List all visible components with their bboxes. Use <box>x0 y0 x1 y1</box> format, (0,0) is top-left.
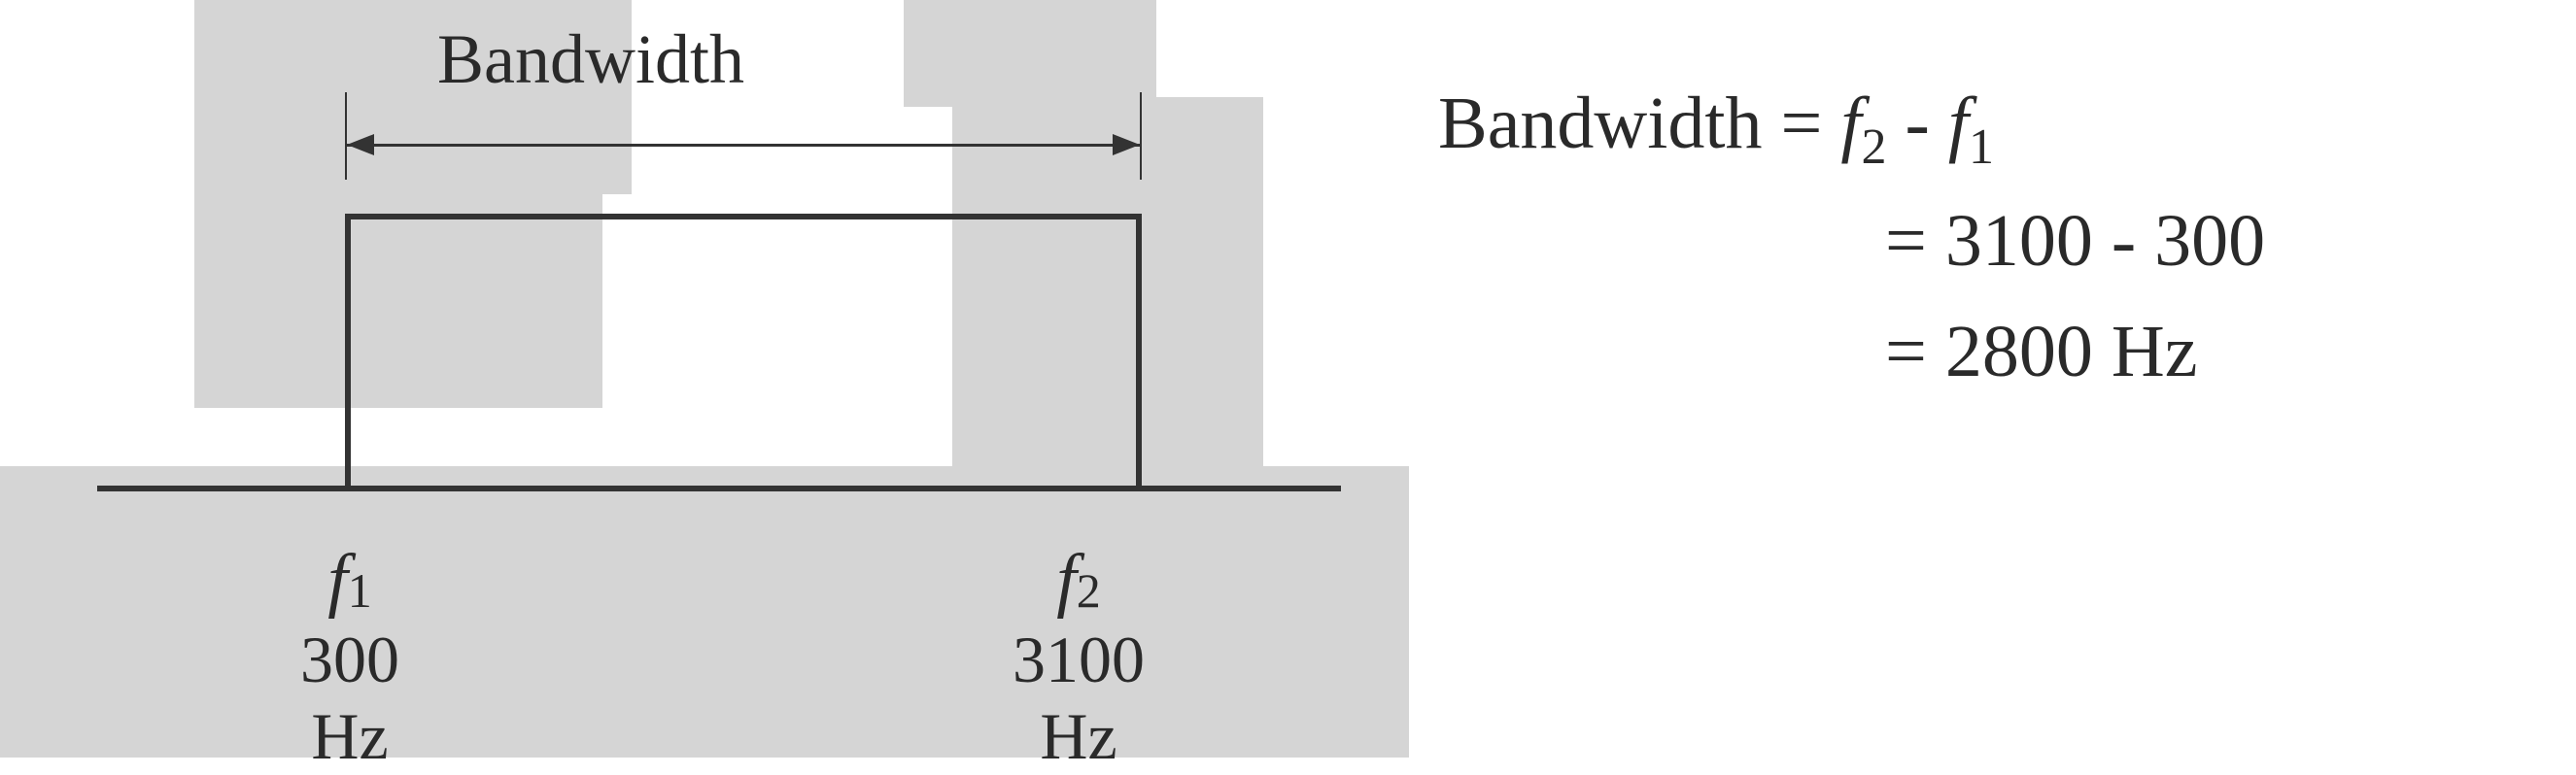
eq-f2-sub: 2 <box>1862 119 1887 175</box>
equation-line-2: = 3100 - 300 <box>1438 185 2576 296</box>
bandwidth-diagram: Bandwidth f1 300 Hz f2 3100 Hz <box>0 0 1409 761</box>
f1-label: f1 300 Hz <box>262 539 437 775</box>
f2-symbol: f <box>1056 540 1077 620</box>
eq-f1-sub: 1 <box>1969 119 1994 175</box>
dimension-line <box>345 126 1142 165</box>
f2-subscript: 2 <box>1077 563 1101 618</box>
f1-symbol: f <box>327 540 348 620</box>
f1-value: 300 Hz <box>262 622 437 775</box>
f2-label: f2 3100 Hz <box>972 539 1185 775</box>
equation-line-3: = 2800 Hz <box>1438 296 2576 407</box>
eq-minus: - <box>1887 83 1948 164</box>
bandwidth-title: Bandwidth <box>437 19 744 100</box>
eq-lhs: Bandwidth <box>1438 83 1763 164</box>
eq-equals: = <box>1763 83 1841 164</box>
f1-subscript: 1 <box>348 563 372 618</box>
eq-f2: f <box>1840 83 1861 164</box>
f2-value: 3100 Hz <box>972 622 1185 775</box>
bandpass-rectangle <box>345 214 1142 486</box>
equation-line-1: Bandwidth = f2 - f1 <box>1438 68 2576 185</box>
equation-block: Bandwidth = f2 - f1 = 3100 - 300 = 2800 … <box>1409 0 2576 407</box>
eq-f1: f <box>1948 83 1969 164</box>
scan-artifact <box>0 466 1409 758</box>
frequency-axis <box>97 486 1341 491</box>
scan-artifact <box>904 0 1156 107</box>
